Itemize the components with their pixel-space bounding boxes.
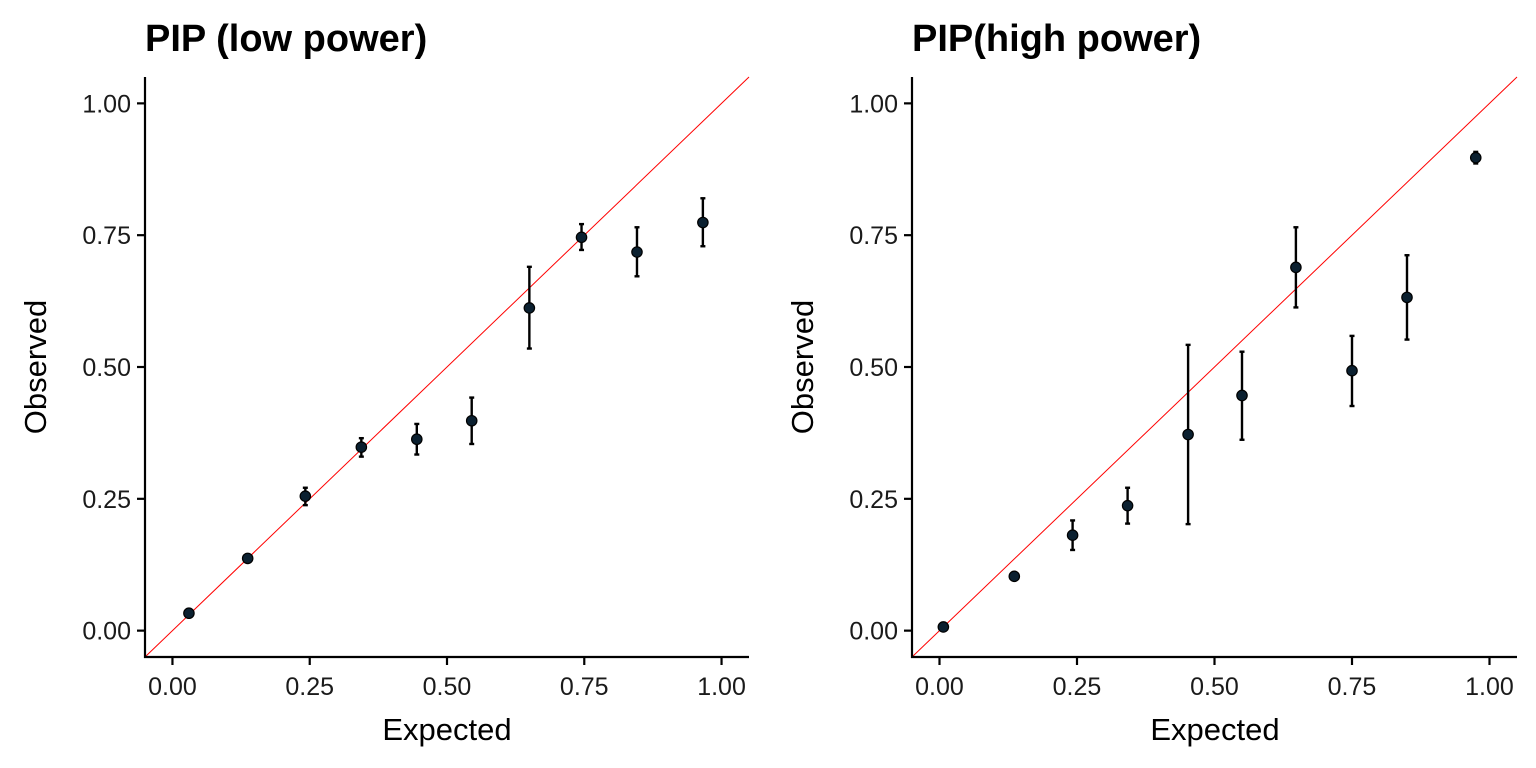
y-tick-label: 0.75 <box>849 222 898 250</box>
data-point <box>1346 364 1358 377</box>
data-point <box>355 441 368 453</box>
x-tick-label: 1.00 <box>697 673 746 701</box>
x-tick-label: 0.00 <box>915 673 964 701</box>
data-point <box>1401 291 1413 304</box>
x-tick-label: 1.00 <box>1465 673 1514 701</box>
x-tick-label: 0.00 <box>148 673 197 701</box>
y-tick-label: 0.00 <box>849 618 898 646</box>
identity-line <box>911 76 1518 658</box>
data-point <box>1469 151 1482 164</box>
y-tick-label: 0.50 <box>82 354 131 382</box>
panel-high-power: PIP(high power) Expected Observed 0.00 0.… <box>785 18 1518 747</box>
panel-low-power: PIP (low power) Expected Observed 0.00 0.… <box>18 18 750 747</box>
identity-line <box>144 76 750 658</box>
y-tick-label: 0.25 <box>82 486 131 514</box>
x-axis-title: Expected <box>1150 712 1279 747</box>
plot-area: 0.00 0.25 0.50 0.75 1.00 0.00 0.25 0.50 0.75 1.00 <box>849 76 1518 701</box>
x-tick-label: 0.25 <box>285 673 334 701</box>
x-tick-label: 0.50 <box>423 673 472 701</box>
data-point <box>183 607 195 620</box>
y-tick-label: 0.75 <box>82 222 131 250</box>
x-axis-title: Expected <box>382 712 511 747</box>
data-point <box>937 621 950 633</box>
y-tick-label: 0.25 <box>849 486 898 514</box>
data-point <box>1066 529 1079 541</box>
y-tick-label: 1.00 <box>82 90 131 118</box>
data-point <box>631 246 643 258</box>
data-point <box>697 216 709 229</box>
data-point <box>465 414 478 427</box>
y-tick-label: 0.50 <box>849 354 898 382</box>
x-tick-label: 0.75 <box>560 673 609 701</box>
panel-title: PIP (low power) <box>145 18 427 60</box>
data-point <box>1290 261 1302 274</box>
y-tick-label: 0.00 <box>82 618 131 646</box>
data-point <box>1008 570 1021 583</box>
x-tick-label: 0.50 <box>1190 673 1239 701</box>
x-tick-label: 0.75 <box>1328 673 1377 701</box>
data-point <box>575 231 588 244</box>
data-point <box>1236 389 1248 402</box>
data-point <box>523 302 536 314</box>
y-axis-title: Observed <box>785 300 820 434</box>
data-point <box>1121 499 1134 512</box>
plot-area: 0.00 0.25 0.50 0.75 1.00 0.00 0.25 0.50 0.75 1.00 <box>82 76 750 701</box>
x-tick-label: 0.25 <box>1053 673 1102 701</box>
data-point <box>410 433 423 446</box>
data-point <box>241 552 254 565</box>
panel-title: PIP(high power) <box>912 18 1201 60</box>
data-point <box>299 490 312 502</box>
data-point <box>1182 428 1194 441</box>
y-tick-label: 1.00 <box>849 90 898 118</box>
y-axis-title: Observed <box>18 300 53 434</box>
